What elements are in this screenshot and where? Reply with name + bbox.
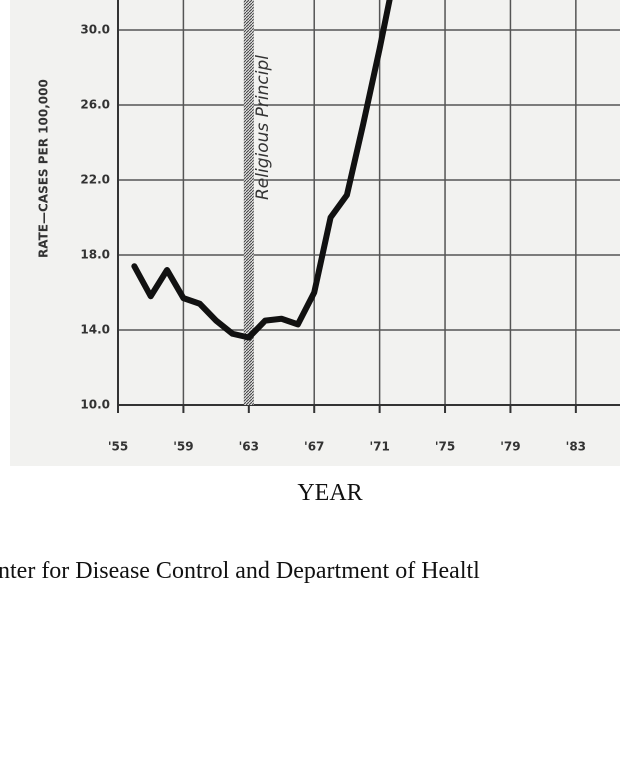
y-tick-label: 14.0 — [80, 323, 110, 337]
x-tick-label: '71 — [369, 440, 389, 454]
y-tick-label: 22.0 — [80, 173, 110, 187]
y-axis-label: RATE—CASES PER 100,000 — [37, 79, 51, 258]
x-tick-label: '79 — [500, 440, 520, 454]
x-tick-label: '63 — [239, 440, 259, 454]
x-axis-label: YEAR — [297, 480, 362, 506]
y-tick-label: 30.0 — [80, 23, 110, 37]
y-tick-label: 18.0 — [80, 248, 110, 262]
x-tick-label: '59 — [173, 440, 193, 454]
annotation-band — [243, 0, 254, 405]
y-tick-label: 10.0 — [80, 398, 110, 412]
x-tick-label: '83 — [566, 440, 586, 454]
annotation-text: Religious Principl — [253, 55, 273, 200]
x-tick-label: '55 — [108, 440, 128, 454]
panel — [10, 0, 620, 466]
x-tick-label: '75 — [435, 440, 455, 454]
line — [131, 0, 393, 341]
x-tick-label: '67 — [304, 440, 324, 454]
y-tick-label: 26.0 — [80, 98, 110, 112]
caption: nter for Disease Control and Department … — [0, 558, 480, 584]
